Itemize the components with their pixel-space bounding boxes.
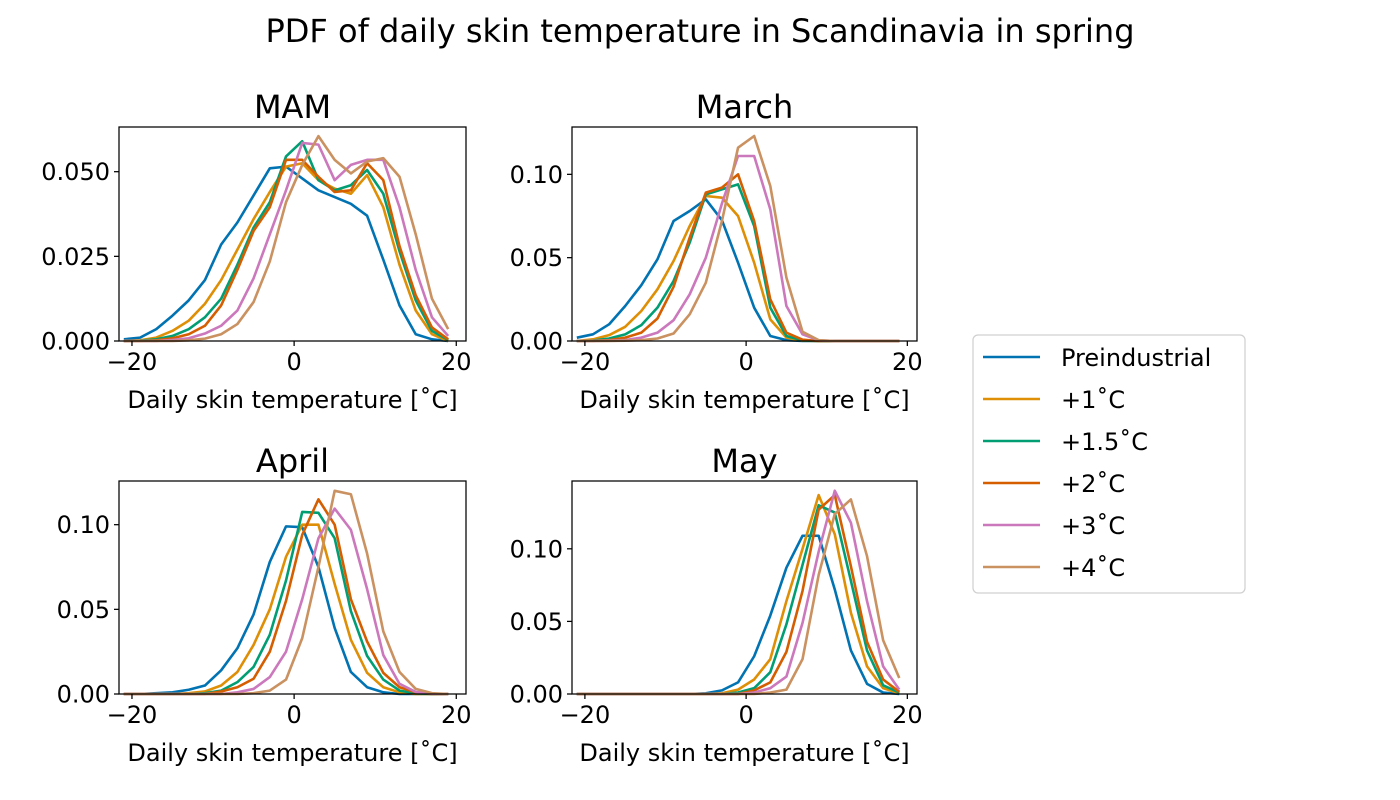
x-axis-label: Daily skin temperature [˚C] [127, 739, 457, 767]
y-tick-label: 0.10 [510, 535, 563, 563]
x-tick-label: 0 [738, 348, 753, 376]
x-tick-label: 0 [286, 348, 301, 376]
series-line-preindustrial [576, 198, 900, 343]
y-tick-label: 0.00 [510, 681, 563, 709]
legend-item: +2˚C [983, 470, 1125, 498]
series-line-warming-5 [576, 134, 900, 343]
panel-may: −20 0 20 0.00 0.05 0.10 May Daily skin temperat… [510, 442, 923, 767]
y-tick-label: 0.000 [41, 328, 110, 356]
y-tick-label: 0.025 [41, 243, 110, 271]
plot-frame [118, 480, 467, 695]
plot-frame [118, 126, 467, 342]
plot-frame [571, 480, 918, 695]
legend-label: +1.5˚C [1061, 428, 1148, 456]
y-tick-label: 0.10 [57, 511, 110, 539]
series-line-warming-4 [123, 141, 450, 343]
x-tick-label: 20 [441, 348, 472, 376]
y-tick-label: 0.05 [57, 596, 110, 624]
legend-label: +4˚C [1061, 554, 1125, 582]
legend-item: +3˚C [983, 512, 1125, 540]
x-tick-label: 20 [441, 701, 472, 729]
series-line-warming-4 [576, 489, 901, 696]
x-tick-label: 20 [892, 348, 923, 376]
series-line-warming-1 [576, 194, 900, 343]
series-line-warming-5 [123, 489, 449, 696]
panel-title: March [696, 88, 794, 126]
y-tick-label: 0.05 [510, 608, 563, 636]
x-axis-label: Daily skin temperature [˚C] [579, 386, 909, 414]
legend-label: +2˚C [1061, 470, 1125, 498]
series-line-warming-3 [123, 158, 449, 343]
x-axis-label: Daily skin temperature [˚C] [579, 739, 909, 767]
panel-march: −20 0 20 0.00 0.05 0.10 March Daily skin temper… [510, 88, 923, 414]
series-line-warming-1 [123, 161, 449, 343]
series-line-warming-2 [123, 139, 449, 343]
y-tick-label: 0.05 [510, 244, 563, 272]
legend-label: +3˚C [1061, 512, 1125, 540]
legend-label: +1˚C [1061, 386, 1125, 414]
x-tick-label: −20 [107, 701, 158, 729]
x-axis-label: Daily skin temperature [˚C] [127, 386, 457, 414]
series-line-warming-2 [576, 503, 900, 696]
series-line-warming-3 [576, 173, 900, 343]
x-tick-label: 20 [892, 701, 923, 729]
x-tick-label: −20 [107, 348, 158, 376]
legend-item: +1˚C [983, 386, 1125, 414]
legend-item: +1.5˚C [983, 428, 1148, 456]
figure-title: PDF of daily skin temperature in Scandin… [265, 12, 1134, 50]
panel-april: −20 0 20 0.00 0.05 0.10 April Daily skin temper… [57, 442, 472, 767]
y-tick-label: 0.050 [41, 158, 110, 186]
legend-label: Preindustrial [1061, 344, 1211, 372]
legend-box [972, 334, 1246, 594]
panel-title: April [256, 442, 329, 480]
legend-item: Preindustrial [983, 344, 1211, 372]
panel-title: MAM [254, 88, 331, 126]
x-tick-label: 0 [286, 701, 301, 729]
panel-title: May [711, 442, 777, 480]
y-tick-label: 0.10 [510, 161, 563, 189]
x-tick-label: 0 [738, 701, 753, 729]
legend: Preindustrial +1˚C +1.5˚C +2˚C +3˚C +4˚C [972, 334, 1246, 594]
plot-frame [571, 126, 918, 342]
panel-mam: −20 0 20 0.000 0.025 0.050 MAM Daily skin tempe… [41, 88, 471, 414]
legend-item: +4˚C [983, 554, 1125, 582]
x-tick-label: −20 [560, 701, 611, 729]
y-tick-label: 0.00 [510, 328, 563, 356]
x-tick-label: −20 [560, 348, 611, 376]
y-tick-label: 0.00 [57, 681, 110, 709]
